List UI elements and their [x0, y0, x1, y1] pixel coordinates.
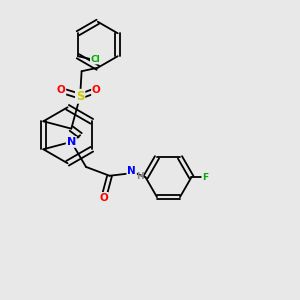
Text: F: F [202, 173, 208, 182]
Text: S: S [76, 90, 84, 103]
Text: O: O [92, 85, 101, 95]
Text: O: O [57, 85, 65, 95]
Text: H: H [136, 172, 144, 181]
Text: N: N [67, 137, 76, 147]
Text: O: O [99, 193, 108, 203]
Text: N: N [127, 166, 136, 176]
Text: Cl: Cl [91, 55, 100, 64]
